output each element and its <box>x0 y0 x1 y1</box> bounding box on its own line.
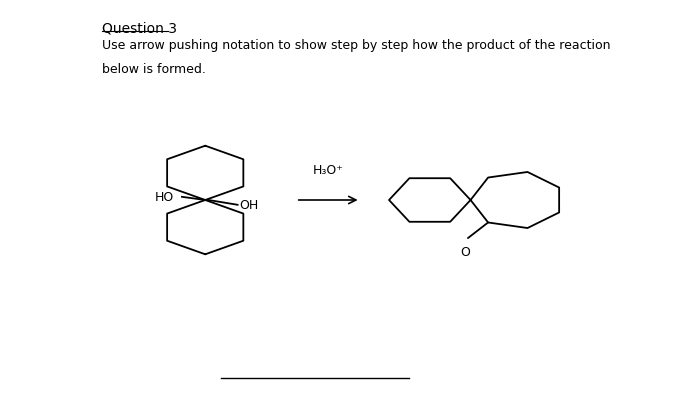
Text: O: O <box>460 246 470 259</box>
Text: Use arrow pushing notation to show step by step how the product of the reaction: Use arrow pushing notation to show step … <box>102 39 610 52</box>
Text: H₃O⁺: H₃O⁺ <box>313 164 344 176</box>
Text: Question 3: Question 3 <box>102 21 176 35</box>
Text: HO: HO <box>155 191 174 204</box>
Text: OH: OH <box>239 199 258 212</box>
Text: below is formed.: below is formed. <box>102 63 206 76</box>
